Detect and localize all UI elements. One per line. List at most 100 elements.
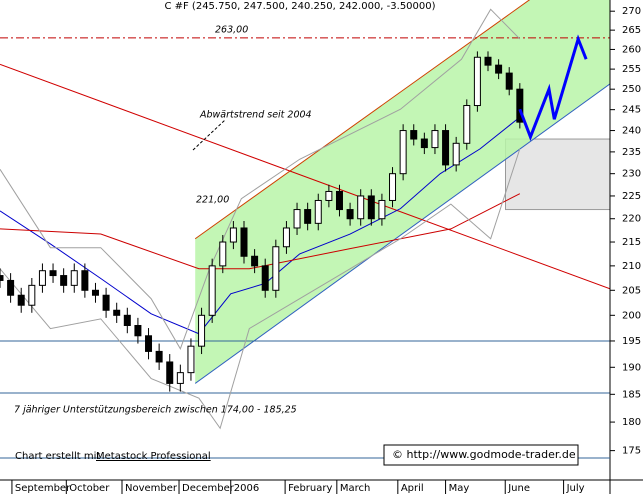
annotation: 7 jähriger Unterstützungsbereich zwische… — [14, 405, 297, 416]
candle-body — [7, 279, 15, 296]
candle-body — [261, 265, 269, 291]
candle-body — [484, 56, 492, 66]
candle-body — [176, 372, 184, 384]
candle-body — [399, 130, 407, 175]
candle-body — [473, 56, 481, 107]
candle-body — [134, 324, 142, 337]
candle-body — [452, 142, 460, 166]
candle-body — [293, 209, 301, 229]
y-tick-label: 175 — [622, 446, 641, 457]
forecast-path — [518, 34, 588, 142]
chart-title: C #F (245.750, 247.500, 240.250, 242.000… — [164, 1, 435, 12]
level-label: 263,00 — [215, 24, 248, 35]
candle-body — [463, 105, 471, 144]
candle-body — [198, 314, 206, 347]
y-tick-label: 265 — [622, 25, 641, 36]
candle-body — [70, 270, 78, 286]
y-tick-label: 270 — [622, 6, 641, 17]
candle-body — [91, 289, 99, 296]
candle-body — [166, 361, 174, 384]
y-tick-label: 220 — [622, 214, 641, 225]
axes: 175 180 185 190 195 200 205 210 215 220 225 230 235 2… — [11, 6, 641, 494]
indicator-line — [0, 193, 521, 270]
downtrend-line — [0, 63, 610, 290]
candle-body — [282, 227, 290, 248]
y-tick-label: 180 — [622, 417, 641, 428]
indicator-line — [0, 8, 521, 350]
target-zone — [505, 138, 610, 211]
x-tick-label: November — [125, 483, 178, 494]
candle-body — [113, 309, 121, 316]
candle-body — [410, 130, 418, 140]
footer-software: Metastock Professional — [96, 451, 211, 462]
candle-body — [81, 270, 89, 291]
candle-body — [442, 130, 450, 166]
candle-body — [219, 241, 227, 267]
annotation: 221,00 — [196, 195, 229, 206]
y-tick-label: 240 — [622, 126, 641, 137]
x-tick-label: December — [182, 483, 235, 494]
candle-body — [251, 255, 259, 267]
channel-line — [194, 0, 531, 240]
candle-body — [229, 227, 237, 243]
x-tick-label: 2006 — [234, 483, 259, 494]
candle-body — [123, 314, 131, 326]
candle-body — [208, 265, 216, 316]
x-tick-label: March — [340, 483, 370, 494]
candle-body — [304, 209, 312, 224]
x-tick-label: April — [401, 483, 424, 494]
y-tick-label: 255 — [622, 64, 641, 75]
footer-text: Chart erstellt mit — [15, 451, 100, 462]
indicator-line — [0, 148, 521, 430]
copyright: © http://www.godmode-trader.de — [392, 448, 576, 461]
copyright-box — [383, 444, 579, 466]
candle-body — [325, 190, 333, 201]
candle-body — [431, 130, 439, 149]
y-tick-label: 260 — [622, 44, 641, 55]
y-tick-label: 190 — [622, 362, 641, 373]
plot-area: 263,00 — [0, 0, 610, 430]
y-tick-label: 200 — [622, 310, 641, 321]
candle-body — [145, 335, 153, 352]
x-tick-label: February — [288, 483, 332, 494]
y-tick-label: 245 — [622, 105, 641, 116]
annotation: Abwärtstrend seit 2004 — [199, 110, 312, 121]
candle-body — [367, 195, 375, 220]
y-tick-label: 205 — [622, 285, 641, 296]
y-tick-label: 185 — [622, 389, 641, 400]
candle-body — [389, 173, 397, 201]
x-tick-label: July — [566, 483, 585, 494]
trend-channel — [195, 0, 610, 384]
y-tick-label: 250 — [622, 84, 641, 95]
x-tick-label: October — [69, 483, 110, 494]
candle-body — [505, 72, 513, 90]
candle-body — [420, 138, 428, 149]
y-tick-label: 215 — [622, 237, 641, 248]
x-tick-label: September — [15, 483, 71, 494]
x-tick-label: June — [507, 483, 530, 494]
channel-line — [194, 83, 610, 384]
x-tick-label: May — [449, 483, 470, 494]
candle-body — [187, 345, 195, 374]
y-tick-label: 225 — [622, 191, 641, 202]
candle-body — [335, 190, 343, 211]
candle-body — [378, 199, 386, 220]
y-tick-label: 210 — [622, 261, 641, 272]
candle-body — [17, 294, 25, 306]
candle-body — [314, 199, 322, 224]
candle-body — [155, 350, 163, 363]
y-tick-label: 195 — [622, 336, 641, 347]
candle-body — [495, 64, 503, 74]
y-tick-label: 230 — [622, 169, 641, 180]
candle-body — [272, 246, 280, 291]
candle-body — [0, 275, 4, 281]
candle-body — [346, 209, 354, 220]
candle-body — [60, 275, 68, 286]
candle-body — [28, 284, 36, 306]
annotation-pointer — [192, 119, 226, 151]
candle-body — [102, 294, 110, 311]
candle-body — [357, 195, 365, 220]
candle-body — [49, 270, 57, 277]
candle-body — [240, 227, 248, 257]
